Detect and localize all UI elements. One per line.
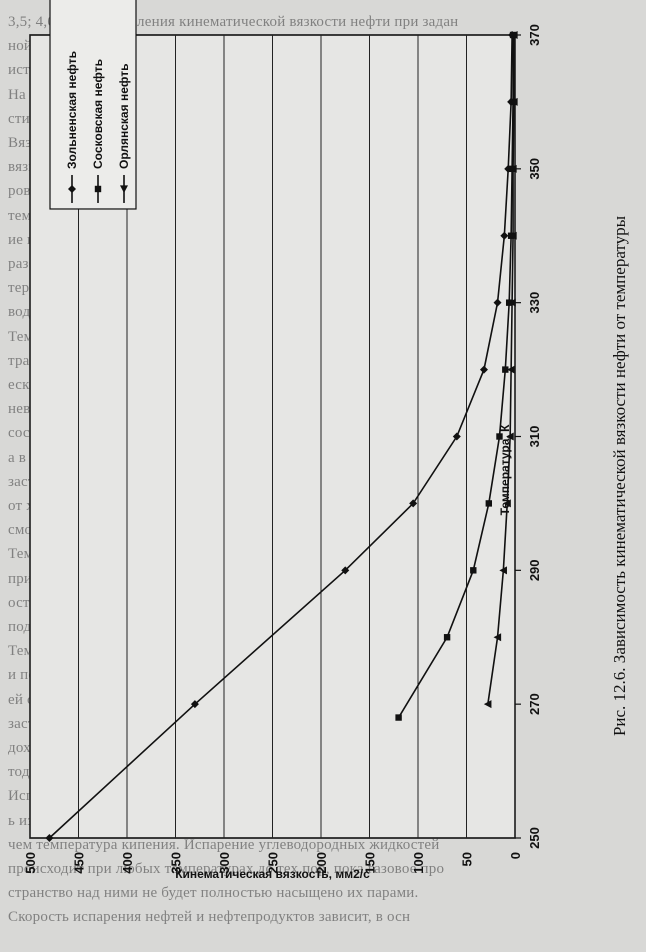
data-point-square [94, 185, 102, 193]
data-point-diamond [504, 164, 513, 173]
data-point-triangle [120, 185, 128, 193]
data-point-diamond [452, 432, 461, 441]
data-point-triangle [508, 298, 516, 307]
data-point-triangle [509, 164, 517, 173]
data-point-diamond [190, 700, 199, 709]
data-point-diamond [68, 184, 76, 193]
data-point-triangle [493, 633, 502, 642]
background-text-line: странство над ними не будет полностью на… [8, 885, 419, 902]
y-tick-label: 0 [508, 852, 523, 859]
y-tick-label: 200 [314, 852, 329, 874]
data-point-diamond [500, 231, 509, 240]
data-point-diamond [479, 365, 488, 374]
background-text-line: происходит при любых температурах до тех… [8, 861, 445, 877]
y-tick-label: 250 [266, 852, 281, 874]
legend-label-2: Орлянская нефть [117, 64, 131, 169]
legend: Зольненская нефть Сосковская нефть Орлянск… [49, 0, 137, 210]
data-point-triangle [510, 31, 518, 39]
figure-caption: Рис. 12.6. Зависимость кинематической вя… [610, 215, 629, 736]
data-point-diamond [45, 834, 54, 842]
x-tick-label: 310 [527, 426, 542, 448]
data-point-triangle [509, 231, 517, 240]
y-tick-label: 350 [169, 852, 184, 874]
y-tick-label: 100 [411, 852, 426, 874]
data-point-diamond [493, 298, 502, 307]
data-point-square [443, 634, 451, 641]
x-tick-label: 250 [527, 827, 542, 849]
x-tick-label: 290 [527, 559, 542, 581]
y-tick-label: 400 [120, 852, 135, 874]
data-point-triangle [499, 566, 507, 575]
background-text-line: Скорость испарения нефтей и нефтепродукт… [8, 909, 411, 926]
legend-label-1: Сосковская нефть [91, 59, 105, 169]
y-tick-label: 500 [23, 852, 38, 874]
data-point-triangle [483, 700, 492, 709]
background-text-line: чем температура кипения. Испарение углев… [8, 836, 440, 853]
x-tick-label: 370 [527, 24, 542, 46]
legend-box [49, 0, 137, 210]
data-point-square [395, 714, 402, 721]
data-point-triangle [510, 97, 518, 106]
data-point-triangle [503, 499, 511, 508]
data-point-diamond [409, 499, 418, 508]
data-point-square [502, 366, 509, 373]
data-point-square [485, 500, 493, 507]
legend-label-0: Зольненская нефть [65, 51, 79, 169]
y-tick-label: 50 [460, 852, 475, 866]
x-tick-label: 270 [527, 693, 542, 715]
x-tick-label: 330 [527, 292, 542, 314]
y-tick-label: 150 [363, 852, 378, 874]
data-point-triangle [507, 365, 515, 374]
data-point-square [470, 567, 477, 574]
data-point-square [496, 433, 503, 440]
x-tick-label: 350 [527, 158, 542, 180]
y-axis-label: Кинематическая вязкость, мм2/с [175, 867, 370, 881]
y-tick-label: 300 [217, 852, 232, 874]
data-point-triangle [506, 432, 514, 441]
y-tick-label: 450 [72, 852, 87, 874]
data-point-diamond [341, 566, 350, 575]
